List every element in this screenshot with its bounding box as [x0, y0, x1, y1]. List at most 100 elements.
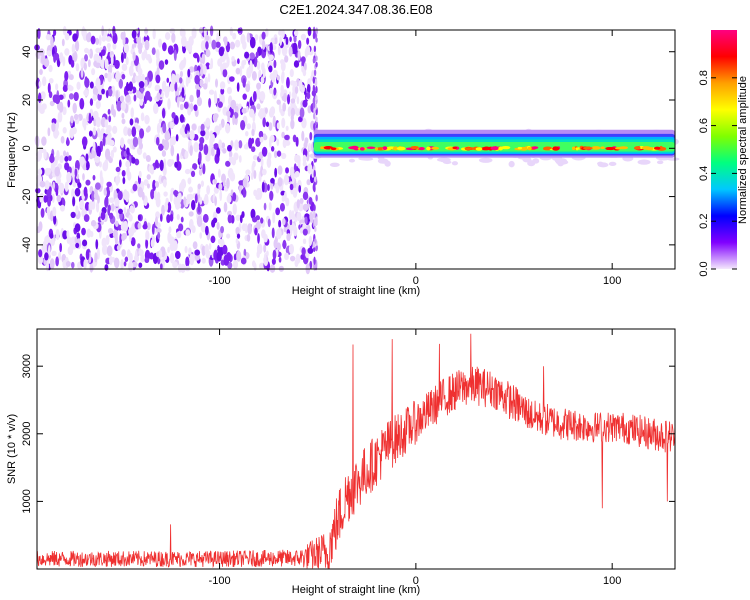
spectrogram-peak-cell — [582, 146, 593, 150]
spectrogram-noise-cell — [102, 29, 108, 38]
spectrogram-noise-cell — [308, 235, 313, 247]
spectrogram-noise-cell — [64, 155, 69, 162]
spectrogram-noise-cell — [228, 76, 235, 82]
spectrogram-axis-ticks: -100 0 100 -40 -20 0 20 40 — [21, 30, 675, 287]
spectrogram-noise-cell — [231, 55, 235, 62]
spectrogram-noise-cell — [284, 140, 291, 146]
spectrogram-noise-cell — [201, 53, 206, 65]
spectrogram-noise-cell — [301, 247, 306, 256]
spectrogram-noise-cell — [181, 148, 185, 157]
spectrogram-noise-cell — [200, 222, 207, 233]
spectrogram-noise-cell — [179, 127, 185, 136]
spectrogram-noise-cell — [255, 137, 261, 148]
spectrogram-noise-cell — [298, 184, 302, 193]
spectrogram-halo-cell — [451, 161, 459, 166]
spectrogram-noise-cell — [136, 89, 141, 99]
spectrogram-noise-cell — [292, 42, 298, 55]
spectrogram-noise-cell — [137, 243, 141, 249]
spectrogram-noise-cell — [42, 76, 47, 87]
x-tick-label: 100 — [603, 275, 621, 287]
snr-background — [37, 329, 675, 569]
spectrogram-noise-cell — [200, 123, 205, 132]
spectrogram-noise-cell — [61, 38, 65, 47]
spectrogram-noise-cell — [169, 136, 174, 148]
spectrogram-noise-cell — [142, 223, 148, 230]
spectrogram-noise-cell — [304, 47, 309, 58]
spectrogram-noise-cell — [220, 118, 225, 128]
spectrogram-noise-cell — [306, 91, 311, 100]
spectrogram-noise-cell — [114, 197, 120, 207]
spectrogram-peak-cell — [392, 146, 399, 151]
spectrogram-noise-cell — [144, 79, 148, 88]
spectrogram-halo-cell — [442, 160, 452, 165]
spectrogram-noise-cell — [56, 194, 62, 203]
spectrogram-noise-cell — [313, 246, 316, 253]
spectrogram-noise-cell — [306, 83, 311, 94]
spectrogram-noise-cell — [286, 77, 290, 89]
spectrogram-noise-cell — [204, 129, 210, 141]
spectrogram-noise-cell — [289, 218, 293, 226]
spectrogram-noise-cell — [193, 104, 198, 112]
spectrogram-peak-cell — [452, 146, 458, 150]
spectrogram-noise-cell — [187, 177, 192, 185]
spectrogram-noise-cell — [99, 131, 103, 142]
spectrogram-noise-cell — [91, 190, 95, 202]
spectrogram-noise-cell — [126, 249, 131, 258]
spectrogram-noise-cell — [235, 214, 241, 221]
spectrogram-noise-cell — [315, 116, 318, 123]
spectrogram-noise-cell — [269, 87, 273, 94]
spectrogram-noise-cell — [276, 150, 282, 157]
spectrogram-noise-cell — [183, 101, 189, 109]
spectrogram-noise-cell — [100, 211, 106, 221]
spectrogram-noise-cell — [245, 142, 249, 150]
spectrogram-noise-cell — [79, 199, 85, 209]
spectrogram-noise-cell — [44, 180, 50, 190]
spectrogram-noise-cell — [88, 130, 93, 137]
spectrogram-noise-cell — [112, 146, 117, 153]
spectrogram-noise-cell — [125, 160, 131, 168]
spectrogram-noise-cell — [144, 114, 150, 125]
spectrogram-noise-cell — [176, 96, 180, 108]
snr-panel: -100 0 100 1000 2000 3000 Height of straight … — [6, 328, 676, 596]
spectrogram-noise-cell — [125, 56, 129, 66]
spectrogram-noise-cell — [95, 116, 101, 128]
spectrogram-noise-region — [34, 25, 318, 275]
spectrogram-noise-cell — [72, 196, 76, 207]
spectrogram-noise-cell — [288, 46, 293, 57]
spectrogram-noise-cell — [232, 32, 237, 40]
colorbar-gradient — [711, 30, 737, 269]
spectrogram-noise-cell — [292, 134, 297, 143]
spectrogram-noise-cell — [313, 90, 316, 98]
spectrogram-noise-cell — [67, 84, 73, 90]
spectrogram-noise-cell — [291, 222, 295, 231]
spectrogram-noise-cell — [289, 255, 296, 262]
spectrogram-noise-cell — [107, 88, 113, 97]
spectrogram-noise-cell — [217, 238, 222, 245]
spectrogram-noise-cell — [261, 62, 265, 72]
spectrogram-noise-cell — [96, 145, 102, 158]
spectrogram-noise-cell — [132, 51, 136, 61]
spectrogram-noise-cell — [293, 29, 299, 37]
spectrogram-noise-cell — [260, 158, 264, 167]
spectrogram-noise-cell — [47, 127, 51, 137]
spectrogram-noise-cell — [313, 29, 316, 38]
spectrogram-noise-cell — [315, 61, 318, 68]
spectrogram-noise-cell — [167, 45, 174, 55]
spectrogram-noise-cell — [154, 216, 159, 227]
spectrogram-noise-cell — [81, 27, 87, 37]
spectrogram-noise-cell — [52, 181, 56, 190]
spectrogram-noise-cell — [73, 113, 79, 121]
spectrogram-noise-cell — [234, 105, 239, 113]
spectrogram-noise-cell — [58, 182, 65, 194]
spectrogram-noise-cell — [246, 233, 251, 242]
spectrogram-noise-cell — [63, 150, 67, 157]
spectrogram-noise-cell — [159, 159, 164, 172]
spectrogram-noise-cell — [277, 45, 281, 56]
spectrogram-noise-cell — [290, 98, 296, 104]
spectrogram-noise-cell — [85, 249, 90, 261]
spectrogram-noise-cell — [281, 29, 285, 39]
spectrogram-noise-cell — [104, 148, 111, 160]
spectrogram-noise-cell — [53, 214, 57, 225]
spectrogram-noise-cell — [235, 238, 239, 245]
spectrogram-noise-cell — [307, 247, 314, 254]
